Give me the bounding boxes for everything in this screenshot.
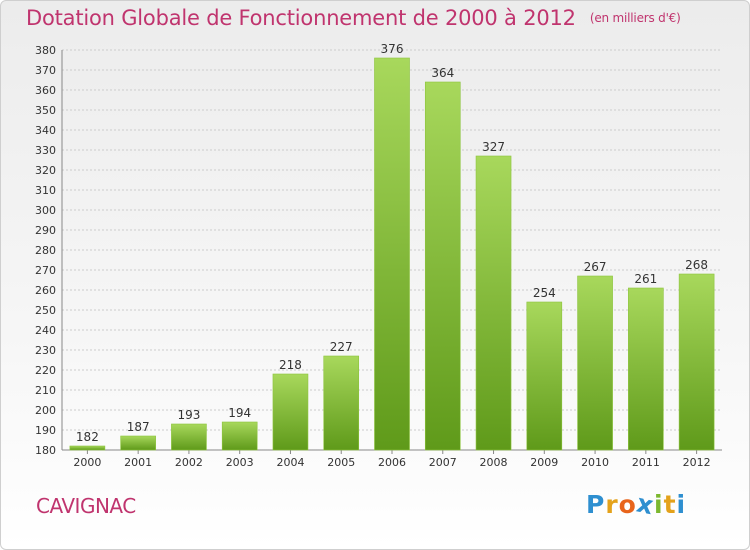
data-label-2008: 327 bbox=[482, 140, 505, 154]
logo-letter: i bbox=[676, 490, 687, 519]
x-tick-label: 2001 bbox=[124, 456, 152, 469]
bar-2009 bbox=[526, 301, 563, 451]
data-label-2003: 194 bbox=[228, 406, 251, 420]
y-tick-label: 240 bbox=[35, 324, 56, 337]
data-label-2002: 193 bbox=[177, 408, 200, 422]
x-tick-label: 2007 bbox=[429, 456, 457, 469]
y-tick-label: 220 bbox=[35, 364, 56, 377]
data-label-2001: 187 bbox=[127, 420, 150, 434]
y-tick-label: 310 bbox=[35, 184, 56, 197]
y-tick-label: 320 bbox=[35, 164, 56, 177]
data-label-2009: 254 bbox=[533, 286, 556, 300]
y-tick-label: 250 bbox=[35, 304, 56, 317]
y-tick-label: 230 bbox=[35, 344, 56, 357]
logo-letter: i bbox=[654, 490, 664, 519]
grid-lines bbox=[62, 49, 722, 451]
x-tick-label: 2008 bbox=[480, 456, 508, 469]
bar-2003 bbox=[221, 421, 258, 451]
bar-2005 bbox=[323, 355, 360, 451]
bars bbox=[69, 57, 715, 451]
bar-2004 bbox=[272, 373, 309, 451]
bar-2006 bbox=[374, 57, 410, 451]
proxiti-logo: Proxiti bbox=[586, 489, 687, 521]
y-tick-label: 300 bbox=[35, 204, 56, 217]
x-tick-label: 2003 bbox=[226, 456, 254, 469]
bar-2010 bbox=[577, 275, 613, 451]
bar-2008 bbox=[475, 155, 512, 451]
x-tick-label: 2004 bbox=[276, 456, 304, 469]
chart-unit-note: (en milliers d'€) bbox=[589, 11, 681, 25]
y-tick-label: 360 bbox=[35, 84, 56, 97]
y-tick-label: 350 bbox=[35, 104, 56, 117]
y-tick-label: 180 bbox=[35, 444, 56, 457]
y-tick-label: 210 bbox=[35, 384, 56, 397]
commune-name: CAVIGNAC bbox=[36, 494, 136, 518]
x-tick-label: 2006 bbox=[378, 456, 406, 469]
x-tick-label: 2011 bbox=[632, 456, 660, 469]
bar-2011 bbox=[628, 287, 664, 451]
y-tick-label: 260 bbox=[35, 284, 56, 297]
y-tick-label: 190 bbox=[35, 424, 56, 437]
axes: 180 190 200 210 220 230 240 250 260 270 280 290 300 3… bbox=[35, 44, 722, 469]
y-tick-label: 380 bbox=[35, 44, 56, 57]
x-tick-label: 2002 bbox=[175, 456, 203, 469]
logo-letter: P bbox=[586, 490, 606, 519]
data-label-2010: 267 bbox=[584, 260, 607, 274]
bar-2007 bbox=[424, 81, 461, 451]
x-tick-label: 2010 bbox=[581, 456, 609, 469]
chart-title-text: Dotation Globale de Fonctionnement de 20… bbox=[26, 6, 576, 30]
x-tick-label: 2012 bbox=[683, 456, 711, 469]
logo-letter: r bbox=[605, 490, 619, 519]
data-labels: 182 187 193 194 218 227 376 364 327 254 267 261 268 bbox=[76, 42, 708, 444]
bar-2002 bbox=[171, 423, 207, 451]
y-tick-label: 370 bbox=[35, 64, 56, 77]
x-tick-label: 2005 bbox=[327, 456, 355, 469]
y-tick-label: 340 bbox=[35, 124, 56, 137]
x-tick-label: 2000 bbox=[73, 456, 101, 469]
logo-letter: t bbox=[663, 490, 677, 519]
data-label-2012: 268 bbox=[685, 258, 708, 272]
data-label-2000: 182 bbox=[76, 430, 99, 444]
bar-2012 bbox=[678, 273, 715, 451]
chart-title: Dotation Globale de Fonctionnement de 20… bbox=[26, 6, 681, 30]
bar-2001 bbox=[120, 435, 156, 451]
y-tick-label: 290 bbox=[35, 224, 56, 237]
x-tick-label: 2009 bbox=[530, 456, 558, 469]
y-tick-label: 280 bbox=[35, 244, 56, 257]
data-label-2011: 261 bbox=[634, 272, 657, 286]
y-tick-label: 330 bbox=[35, 144, 56, 157]
data-label-2005: 227 bbox=[330, 340, 353, 354]
logo-letter: o bbox=[618, 490, 637, 519]
data-label-2007: 364 bbox=[431, 66, 454, 80]
y-tick-label: 200 bbox=[35, 404, 56, 417]
y-tick-label: 270 bbox=[35, 264, 56, 277]
data-label-2004: 218 bbox=[279, 358, 302, 372]
data-label-2006: 376 bbox=[381, 42, 404, 56]
bar-2000 bbox=[69, 445, 106, 451]
